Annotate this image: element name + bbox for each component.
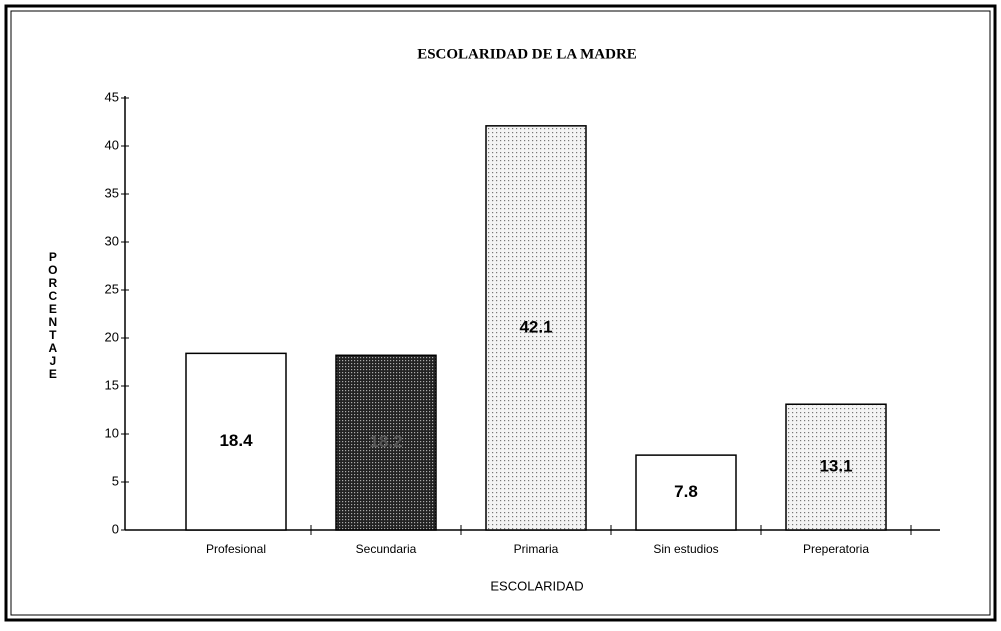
- y-tick-label: 35: [105, 185, 119, 200]
- x-tick-label: Sin estudios: [653, 542, 718, 556]
- data-label: 18.4: [219, 431, 253, 450]
- y-tick-label: 45: [105, 89, 119, 104]
- y-tick-label: 30: [105, 233, 119, 248]
- frame-inner: [10, 10, 991, 616]
- data-label: 42.1: [519, 317, 552, 336]
- data-label: 18.2: [369, 432, 402, 451]
- x-axis-label: ESCOLARIDAD: [490, 578, 583, 593]
- data-label: 7.8: [674, 482, 698, 501]
- bar: [485, 125, 587, 531]
- x-tick-label: Preperatoria: [803, 542, 869, 556]
- chart-title: ESCOLARIDAD DE LA MADRE: [417, 46, 637, 62]
- x-tick-label: Primaria: [514, 542, 559, 556]
- bar: [635, 454, 737, 531]
- data-label: 13.1: [819, 457, 852, 476]
- y-axis-label: PORCENTAJE: [46, 250, 60, 380]
- y-tick-label: 10: [105, 425, 119, 440]
- y-tick-label: 5: [112, 473, 119, 488]
- y-tick-label: 0: [112, 521, 119, 536]
- bar: [335, 354, 437, 531]
- y-tick-label: 20: [105, 329, 119, 344]
- bar: [785, 403, 887, 531]
- y-tick-label: 15: [105, 377, 119, 392]
- y-tick-label: 25: [105, 281, 119, 296]
- bar: [185, 352, 287, 531]
- x-tick-label: Profesional: [206, 542, 266, 556]
- frame: [4, 4, 997, 622]
- x-tick-label: Secundaria: [356, 542, 417, 556]
- y-tick-label: 40: [105, 137, 119, 152]
